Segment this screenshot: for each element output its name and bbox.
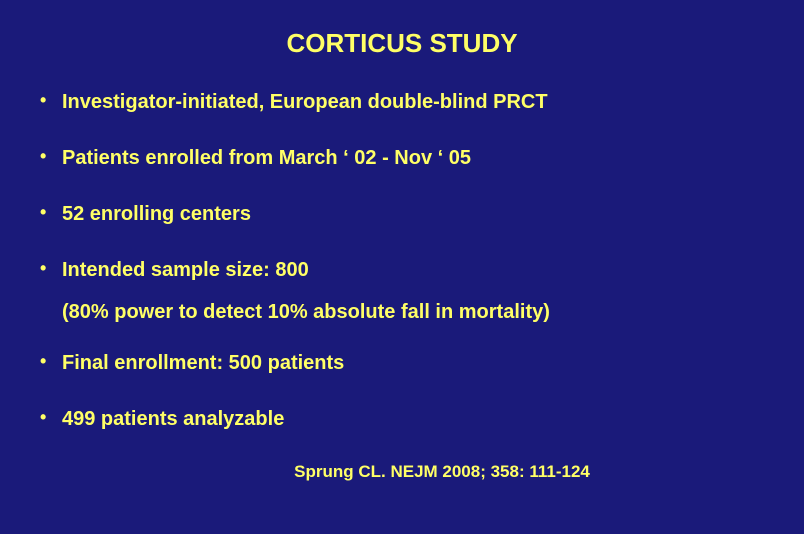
bullet-item: Patients enrolled from March ‘ 02 - Nov … [42, 145, 784, 171]
bullet-item: 499 patients analyzable [42, 406, 784, 432]
bullet-item: Final enrollment: 500 patients [42, 350, 784, 376]
bullet-item: Investigator-initiated, European double-… [42, 89, 784, 115]
subtext: (80% power to detect 10% absolute fall i… [62, 301, 784, 324]
bullet-list: Investigator-initiated, European double-… [20, 89, 784, 283]
slide-container: CORTICUS STUDY Investigator-initiated, E… [0, 0, 804, 534]
bullet-item: Intended sample size: 800 [42, 257, 784, 283]
slide-title: CORTICUS STUDY [20, 28, 784, 59]
bullet-list-2: Final enrollment: 500 patients 499 patie… [20, 350, 784, 432]
citation: Sprung CL. NEJM 2008; 358: 111-124 [20, 462, 784, 482]
bullet-item: 52 enrolling centers [42, 201, 784, 227]
